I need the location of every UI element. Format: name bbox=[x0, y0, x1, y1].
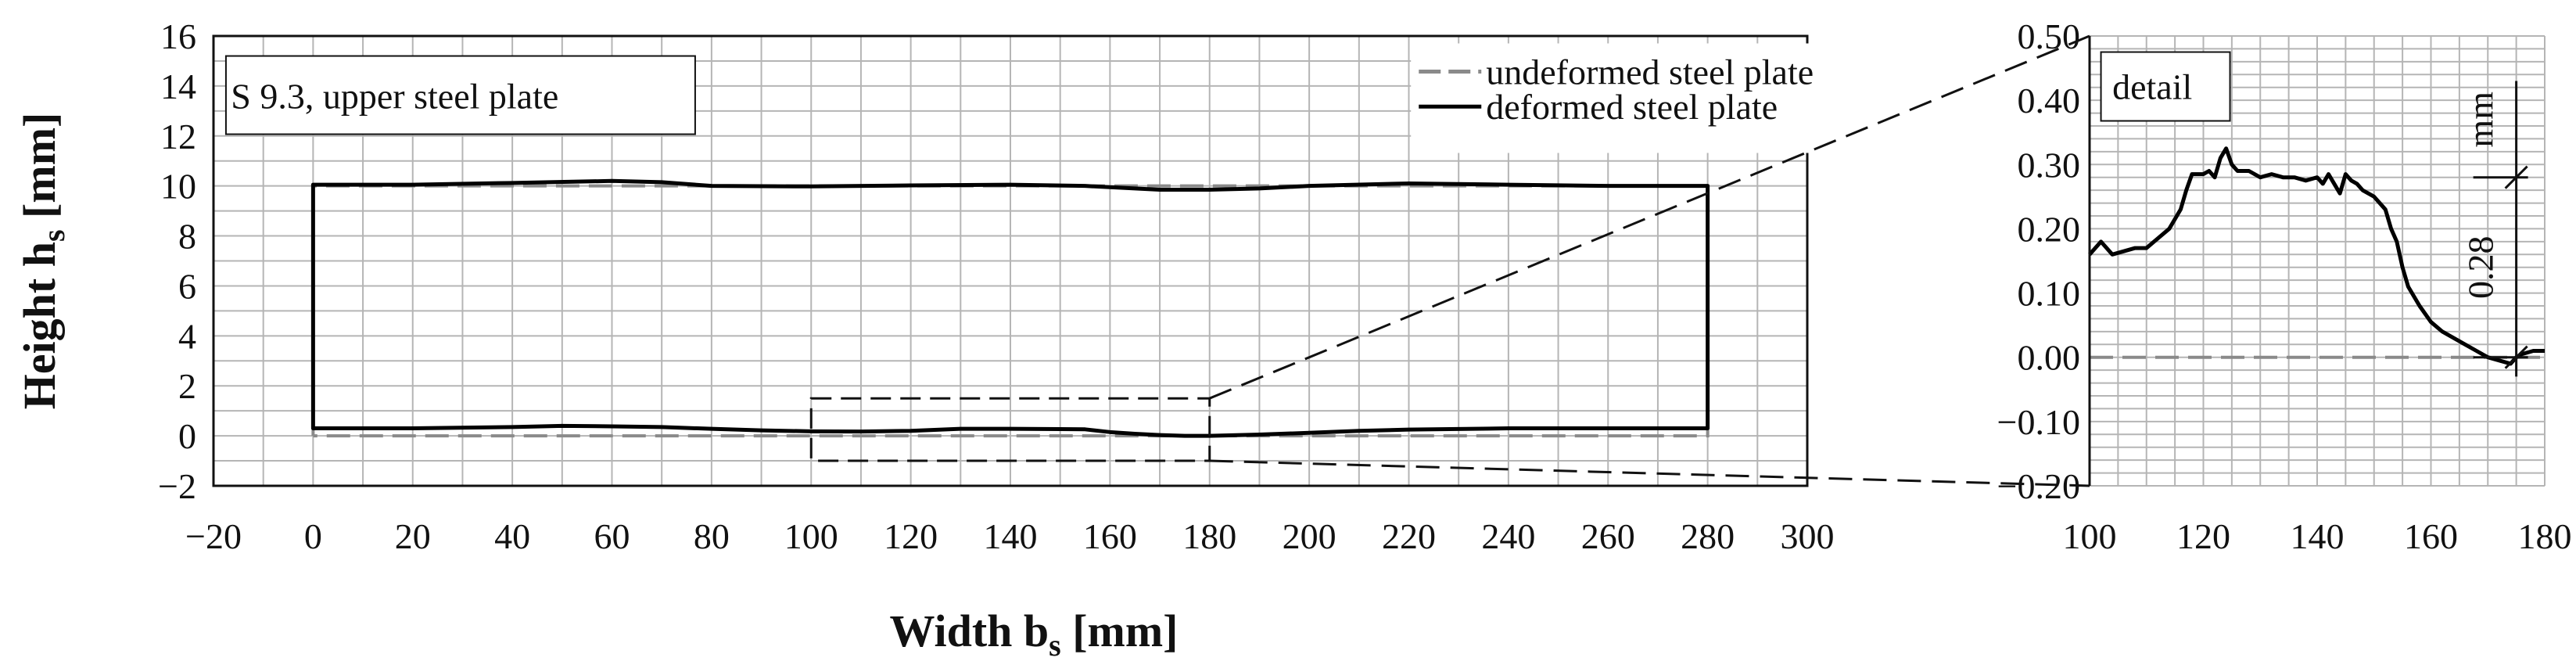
main-y-tick: 10 bbox=[160, 167, 196, 207]
y-axis-label-sub: s bbox=[36, 229, 71, 242]
x-axis-label-unit: [mm] bbox=[1061, 606, 1179, 656]
detail-x-tick: 100 bbox=[2063, 516, 2117, 556]
detail-series bbox=[2088, 146, 2545, 366]
detail-x-tick: 180 bbox=[2518, 516, 2572, 556]
detail-y-tick-labels: −0.20 −0.10 0.00 0.10 0.20 0.30 0.40 0.50 bbox=[1997, 16, 2080, 506]
connector-lower bbox=[1209, 459, 2090, 487]
main-y-tick: −2 bbox=[158, 466, 196, 506]
x-axis-label-main: Width b bbox=[890, 606, 1049, 656]
main-x-tick: 160 bbox=[1083, 516, 1137, 556]
main-x-tick: 120 bbox=[884, 516, 938, 556]
main-y-tick: 4 bbox=[178, 316, 196, 356]
detail-y-tick: 0.20 bbox=[2018, 209, 2081, 249]
legend: undeformed steel plate deformed steel pl… bbox=[1411, 43, 1912, 153]
detail-y-tick: 0.30 bbox=[2018, 145, 2081, 185]
main-series bbox=[310, 178, 1710, 462]
detail-y-tick: 0.10 bbox=[2018, 274, 2081, 314]
main-x-tick: 60 bbox=[594, 516, 630, 556]
detail-box-label-frame bbox=[2100, 51, 2231, 122]
detail-y-tick: 0.40 bbox=[2018, 81, 2081, 120]
detail-y-tick: 0.50 bbox=[2018, 16, 2081, 56]
main-y-tick: 16 bbox=[160, 16, 196, 56]
detail-x-tick: 120 bbox=[2176, 516, 2230, 556]
main-x-tick: 220 bbox=[1382, 516, 1436, 556]
main-x-tick: 240 bbox=[1481, 516, 1535, 556]
detail-y-tick: −0.20 bbox=[1997, 466, 2080, 506]
dimension-tick bbox=[2504, 165, 2528, 189]
connector-upper bbox=[1209, 34, 2090, 400]
main-x-tick: 140 bbox=[984, 516, 1038, 556]
main-x-tick: 180 bbox=[1182, 516, 1236, 556]
legend-label-undeformed: undeformed steel plate bbox=[1486, 52, 1814, 92]
detail-x-tick: 160 bbox=[2404, 516, 2458, 556]
main-y-tick: 8 bbox=[178, 217, 196, 257]
y-axis-label-unit: [mm] bbox=[14, 113, 65, 230]
main-x-tick: 300 bbox=[1781, 516, 1835, 556]
dimension-tick bbox=[2504, 345, 2528, 369]
main-x-tick: 280 bbox=[1681, 516, 1735, 556]
main-gridlines bbox=[213, 35, 1808, 487]
main-y-tick: 0 bbox=[178, 416, 196, 456]
x-axis-label: Width bs [mm] bbox=[890, 606, 1179, 663]
main-y-tick: 12 bbox=[160, 117, 196, 156]
detail-x-tick-labels: 100 120 140 160 180 bbox=[2063, 516, 2572, 556]
detail-y-tick: −0.10 bbox=[1997, 402, 2080, 442]
main-x-tick: 100 bbox=[784, 516, 838, 556]
main-x-tick: 200 bbox=[1283, 516, 1336, 556]
detail-box-label: detail bbox=[2100, 51, 2231, 122]
main-plot-frame bbox=[212, 34, 1809, 487]
x-axis-label-sub: s bbox=[1049, 627, 1061, 663]
detail-x-tick: 140 bbox=[2291, 516, 2345, 556]
main-y-tick: 2 bbox=[178, 366, 196, 406]
detail-connector-lines bbox=[1209, 34, 2090, 487]
main-y-tick-labels: −2 0 2 4 6 8 10 12 14 16 bbox=[158, 16, 196, 506]
dimension-marker: 0.28 mm bbox=[2461, 81, 2528, 377]
main-box-label: S 9.3, upper steel plate bbox=[224, 55, 696, 135]
detail-series-deformed-line bbox=[2088, 146, 2545, 366]
dimension-unit-label: mm bbox=[2461, 92, 2501, 148]
main-x-tick: 20 bbox=[395, 516, 431, 556]
dimension-value-label: 0.28 bbox=[2461, 235, 2501, 299]
legend-background bbox=[1411, 43, 1912, 153]
main-y-tick: 6 bbox=[178, 266, 196, 306]
y-axis-label: Height hs [mm] bbox=[14, 113, 71, 410]
legend-label-deformed: deformed steel plate bbox=[1486, 87, 1778, 127]
detail-region-box bbox=[809, 397, 1211, 462]
main-x-tick: −20 bbox=[185, 516, 242, 556]
main-x-tick: 40 bbox=[494, 516, 530, 556]
detail-panel: −0.20 −0.10 0.00 0.10 0.20 0.30 0.40 0.50 100 12… bbox=[1997, 16, 2572, 556]
main-x-tick: 260 bbox=[1581, 516, 1635, 556]
main-box-label-frame bbox=[224, 55, 696, 135]
main-y-tick: 14 bbox=[160, 66, 196, 106]
detail-y-tick: 0.00 bbox=[2018, 338, 2081, 378]
main-x-tick-labels: −20 0 20 40 60 80 100 120 140 160 180 200 220 240 260 2… bbox=[185, 516, 1834, 556]
main-box-label-text: S 9.3, upper steel plate bbox=[231, 77, 558, 117]
main-x-tick: 80 bbox=[694, 516, 730, 556]
y-axis-label-main: Height h bbox=[14, 242, 65, 409]
series-deformed-line bbox=[310, 178, 1710, 438]
detail-box-label-text: detail bbox=[2112, 67, 2192, 107]
main-x-tick: 0 bbox=[304, 516, 322, 556]
